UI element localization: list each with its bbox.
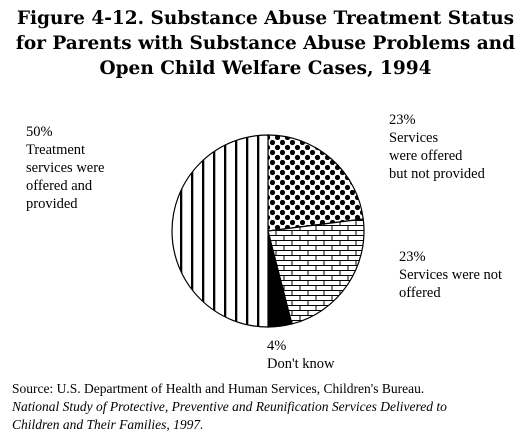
slice-text-provided-2: services were xyxy=(26,160,105,176)
slice-text-provided-4: provided xyxy=(26,196,78,212)
pie-slices xyxy=(171,134,365,328)
slice-text-not-offered-2: offered xyxy=(399,285,441,301)
source-note: Source: U.S. Department of Health and Hu… xyxy=(12,380,524,434)
slice-offered-not-provided xyxy=(267,134,364,232)
source-line-3: Children and Their Families, 1997. xyxy=(12,417,204,432)
slice-pct-provided: 50% xyxy=(26,124,53,140)
chart-title-line-3: Open Child Welfare Cases, 1994 xyxy=(99,58,432,79)
chart-title: Figure 4-12. Substance Abuse Treatment S… xyxy=(0,6,531,81)
chart-title-line-1: Figure 4-12. Substance Abuse Treatment S… xyxy=(16,8,515,29)
chart-title-line-2: for Parents with Substance Abuse Problem… xyxy=(15,33,516,54)
source-line-2: National Study of Protective, Preventive… xyxy=(12,399,447,414)
slice-text-offered-not-provided-2: were offered xyxy=(389,148,463,164)
slice-text-offered-not-provided-3: but not provided xyxy=(389,166,485,182)
slice-provided xyxy=(171,134,269,328)
slice-not-offered xyxy=(267,218,365,325)
slice-text-provided-1: Treatment xyxy=(26,142,86,158)
slice-text-offered-not-provided-1: Services xyxy=(389,130,439,146)
slice-label-dont-know: 4% Don't know xyxy=(267,337,334,373)
slice-pct-dont-know: 4% xyxy=(267,338,287,354)
slice-text-not-offered-1: Services were not xyxy=(399,267,503,283)
source-line-1: Source: U.S. Department of Health and Hu… xyxy=(12,381,425,396)
slice-text-provided-3: offered and xyxy=(26,178,93,194)
slice-text-dont-know-1: Don't know xyxy=(267,356,335,372)
slice-pct-offered-not-provided: 23% xyxy=(389,112,416,128)
slice-label-not-offered: 23% Services were not offered xyxy=(399,248,502,302)
slice-label-offered-not-provided: 23% Services were offered but not provid… xyxy=(389,111,485,183)
slice-label-provided: 50% Treatment services were offered and … xyxy=(26,123,105,213)
slice-pct-not-offered: 23% xyxy=(399,249,426,265)
